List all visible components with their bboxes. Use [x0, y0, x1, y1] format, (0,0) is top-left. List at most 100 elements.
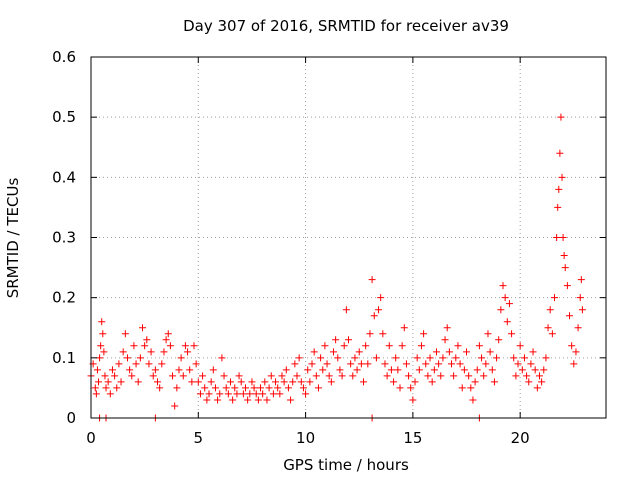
data-point: [424, 372, 432, 380]
data-point: [317, 354, 325, 362]
data-point: [96, 354, 104, 362]
data-point: [527, 360, 535, 368]
data-point: [119, 348, 127, 356]
data-point: [514, 360, 522, 368]
data-point: [368, 276, 376, 284]
data-point: [332, 336, 340, 344]
data-point: [460, 366, 468, 374]
x-tick-label: 0: [86, 429, 96, 447]
data-point: [297, 378, 305, 386]
data-point: [199, 372, 207, 380]
data-point: [95, 378, 103, 386]
data-point: [402, 360, 410, 368]
data-point: [237, 378, 245, 386]
data-point: [456, 360, 464, 368]
data-point: [490, 378, 498, 386]
data-point: [353, 366, 361, 374]
data-point: [111, 372, 119, 380]
data-point: [415, 366, 423, 374]
x-tick-label: 10: [296, 429, 315, 447]
data-point: [250, 384, 258, 392]
x-tick-label: 20: [511, 429, 530, 447]
data-point: [370, 312, 378, 320]
data-point: [145, 360, 153, 368]
data-point: [177, 354, 185, 362]
data-point: [220, 372, 228, 380]
data-point: [239, 390, 247, 398]
data-point: [278, 372, 286, 380]
data-point: [336, 366, 344, 374]
data-point: [263, 396, 271, 404]
data-point: [505, 300, 513, 308]
data-point: [141, 342, 149, 350]
data-point: [486, 348, 494, 356]
data-point: [362, 342, 370, 350]
data-point: [327, 378, 335, 386]
data-point: [158, 360, 166, 368]
tick-labels: 0 5 10 15 20 0 0.1 0.2 0.3 0.4 0.5 0.6: [52, 48, 530, 447]
data-point: [377, 294, 385, 302]
y-tick-label: 0.1: [52, 349, 76, 367]
data-point: [469, 396, 477, 404]
data-point: [282, 366, 290, 374]
data-point: [226, 378, 234, 386]
data-point: [97, 342, 105, 350]
y-tick-label: 0.5: [52, 108, 76, 126]
data-point: [93, 366, 101, 374]
data-point: [559, 234, 567, 241]
y-axis-title: SRMTID / TECUs: [4, 178, 22, 299]
data-point: [166, 342, 174, 350]
data-point: [323, 360, 331, 368]
data-point: [441, 336, 449, 344]
data-point: [523, 372, 531, 380]
data-point: [130, 342, 138, 350]
data-point: [535, 372, 543, 380]
data-point: [482, 360, 490, 368]
data-point: [437, 372, 445, 380]
data-point: [499, 282, 507, 290]
x-axis-title: GPS time / hours: [283, 456, 409, 474]
data-point: [347, 360, 355, 368]
data-point: [151, 366, 159, 374]
data-point: [422, 360, 430, 368]
x-tick-label: 15: [403, 429, 422, 447]
grid: [91, 57, 606, 418]
data-point: [98, 318, 106, 326]
data-point: [175, 366, 183, 374]
data-point: [106, 390, 114, 398]
data-point: [216, 390, 224, 398]
data-point: [572, 348, 580, 356]
data-point: [495, 336, 503, 344]
data-point: [417, 342, 425, 350]
data-point: [516, 342, 524, 350]
data-point: [171, 402, 179, 410]
data-point: [136, 354, 144, 362]
data-point: [196, 390, 204, 398]
data-point: [149, 372, 157, 380]
data-point: [342, 306, 350, 314]
data-point: [554, 203, 562, 211]
data-point: [164, 330, 172, 338]
data-point: [577, 276, 585, 284]
data-point: [538, 378, 546, 386]
data-point: [101, 372, 109, 380]
data-point: [132, 360, 140, 368]
data-point: [299, 384, 307, 392]
y-tick-label: 0.3: [52, 229, 76, 247]
data-point: [126, 366, 134, 374]
data-point: [510, 354, 518, 362]
data-point: [242, 384, 249, 392]
data-point: [540, 366, 548, 374]
data-point: [555, 185, 563, 193]
y-tick-label: 0.4: [52, 168, 76, 186]
data-point: [551, 294, 558, 302]
data-point: [113, 384, 121, 392]
data-point: [529, 348, 537, 356]
data-point: [265, 384, 273, 392]
data-point: [428, 378, 436, 386]
data-point: [115, 360, 123, 368]
data-point: [400, 324, 408, 332]
data-point: [128, 372, 136, 380]
data-point: [121, 330, 129, 338]
data-point: [233, 390, 241, 398]
